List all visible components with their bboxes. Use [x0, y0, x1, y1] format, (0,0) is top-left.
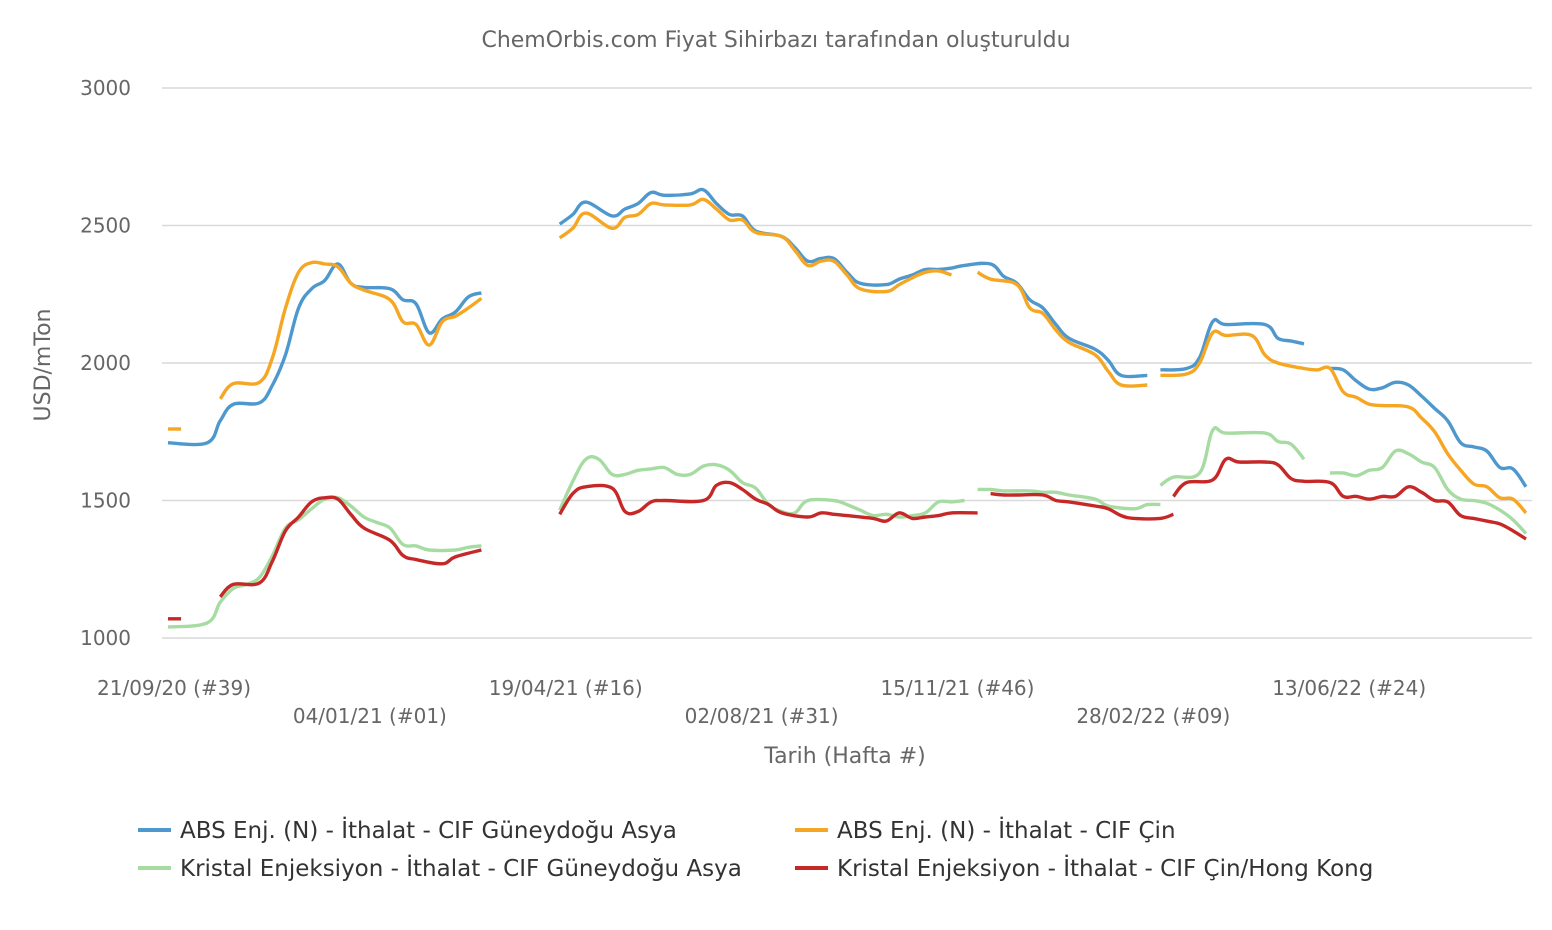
y-tick-label: 1000 — [80, 626, 131, 650]
legend-item: ABS Enj. (N) - İthalat - CIF Çin — [795, 816, 1176, 844]
series-segment — [167, 262, 482, 447]
x-axis-title: Tarih (Hafta #) — [763, 744, 925, 769]
x-tick-label: 13/06/22 (#24) — [1272, 676, 1426, 700]
legend-item: Kristal Enjeksiyon - İthalat - CIF Çin/H… — [795, 854, 1373, 882]
series-segment — [1160, 329, 1528, 515]
x-tick-label: 15/11/21 (#46) — [880, 676, 1034, 700]
series-line-3 — [167, 426, 1528, 629]
series-lines — [167, 187, 1528, 629]
series-line-4 — [167, 456, 1527, 621]
series-line-2 — [167, 197, 1528, 515]
series-segment — [1172, 456, 1527, 541]
series-segment — [1159, 426, 1306, 487]
y-tick-label: 3000 — [80, 76, 131, 100]
series-segment — [218, 260, 483, 400]
x-tick-label: 21/09/20 (#39) — [97, 676, 251, 700]
series-segment — [218, 495, 482, 599]
series-segment — [1160, 317, 1305, 372]
legend-item: ABS Enj. (N) - İthalat - CIF Güneydoğu A… — [138, 816, 677, 844]
series-segment — [1329, 366, 1528, 488]
legend-label: ABS Enj. (N) - İthalat - CIF Güneydoğu A… — [180, 816, 677, 844]
series-segment — [976, 270, 1148, 388]
legend: ABS Enj. (N) - İthalat - CIF Güneydoğu A… — [138, 816, 1373, 882]
x-tick-label: 19/04/21 (#16) — [489, 676, 643, 700]
y-tick-label: 2000 — [80, 351, 131, 375]
series-segment — [1330, 448, 1528, 535]
y-tick-label: 2500 — [80, 214, 131, 238]
y-axis-ticks: 1000 1500 2000 2500 3000 — [80, 76, 131, 650]
series-segment — [558, 197, 953, 294]
legend-label: ABS Enj. (N) - İthalat - CIF Çin — [837, 816, 1176, 844]
series-segment — [558, 455, 965, 519]
series-segment — [977, 487, 1161, 511]
series-segment — [990, 491, 1174, 521]
x-tick-label: 02/08/21 (#31) — [685, 704, 839, 728]
legend-item: Kristal Enjeksiyon - İthalat - CIF Güney… — [138, 854, 742, 882]
y-axis-title: USD/mTon — [31, 309, 56, 422]
legend-label: Kristal Enjeksiyon - İthalat - CIF Güney… — [180, 854, 742, 882]
x-tick-label: 04/01/21 (#01) — [293, 704, 447, 728]
series-segment — [558, 187, 1148, 379]
chart-subtitle: ChemOrbis.com Fiyat Sihirbazı tarafından… — [481, 28, 1070, 53]
x-axis-ticks: 21/09/20 (#39) 04/01/21 (#01) 19/04/21 (#1… — [97, 676, 1426, 728]
series-line-1 — [167, 187, 1528, 488]
x-tick-label: 28/02/22 (#09) — [1076, 704, 1230, 728]
grid-lines — [162, 87, 1532, 639]
legend-label: Kristal Enjeksiyon - İthalat - CIF Çin/H… — [837, 854, 1373, 882]
series-segment — [558, 480, 978, 524]
y-tick-label: 1500 — [80, 489, 131, 513]
